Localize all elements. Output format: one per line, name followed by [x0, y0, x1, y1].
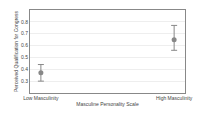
svg-text:0.3: 0.3	[21, 78, 28, 84]
svg-text:0.6: 0.6	[21, 42, 28, 48]
svg-text:0.4: 0.4	[21, 66, 28, 72]
svg-text:Low Masculinity: Low Masculinity	[23, 95, 59, 101]
svg-text:0.5: 0.5	[21, 54, 28, 60]
svg-text:0.7: 0.7	[21, 30, 28, 36]
svg-text:Perceived Qualification for Co: Perceived Qualification for Congress	[13, 10, 19, 92]
svg-text:0.8: 0.8	[21, 19, 28, 25]
svg-text:Masculine Personality Scale: Masculine Personality Scale	[76, 101, 139, 107]
svg-text:High Masculinity: High Masculinity	[156, 95, 193, 101]
